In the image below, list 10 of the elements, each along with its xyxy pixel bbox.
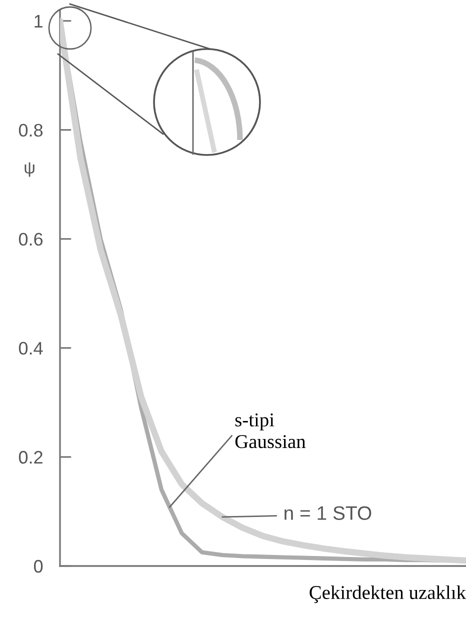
- x-axis-title: Çekirdekten uzaklık: [310, 585, 466, 604]
- y-tick-label: 1: [34, 15, 42, 28]
- annotation: s-tipi Gaussian: [235, 413, 306, 448]
- y-tick-label: 0.8: [18, 124, 43, 137]
- annotation: n = 1 STO: [284, 506, 372, 520]
- y-tick-label: 0.4: [18, 342, 43, 355]
- y-tick-label: 0.6: [18, 232, 43, 246]
- y-tick-label: 0.2: [18, 450, 42, 464]
- y-axis-title: ψ: [24, 162, 34, 177]
- y-tick-label: 0: [34, 560, 43, 573]
